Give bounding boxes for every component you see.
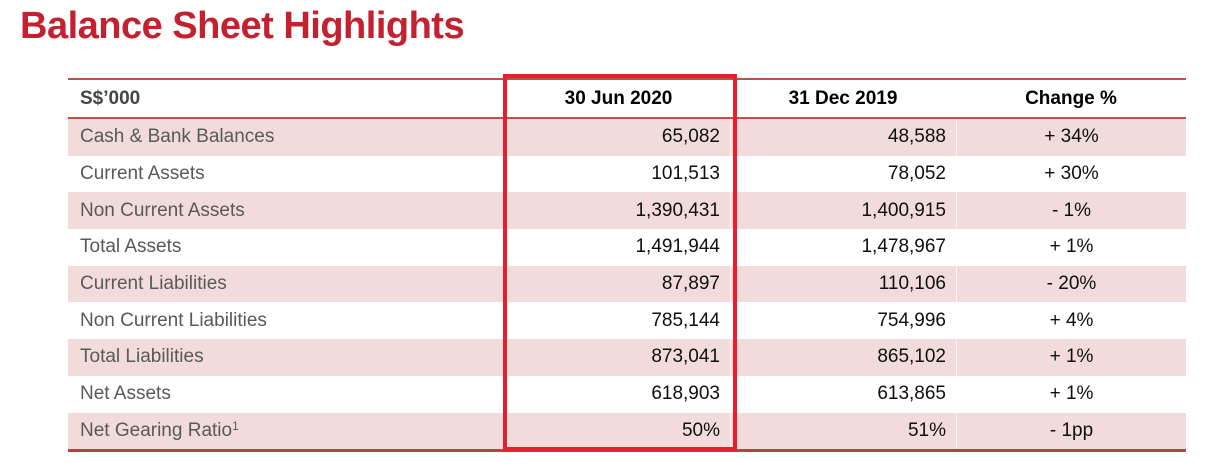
value-prior-period: 110,106 [730,265,956,303]
value-current-period: 1,390,431 [507,192,730,230]
value-change-percent: + 1% [956,339,1186,376]
unit-header-cell: S$’000 [80,87,141,109]
row-label: Net Assets [80,383,171,405]
value-change-percent: + 4% [956,302,1186,340]
table-row: Cash & Bank Balances 65,082 48,588 + 34% [68,119,1186,156]
value-current-period: 1,491,944 [507,229,730,266]
value-prior-period: 78,052 [730,155,956,193]
table-row: Current Liabilities 87,897 110,106- 20% [68,265,1186,303]
value-current-period: 65,082 [507,119,730,156]
column-header-prior-period: 31 Dec 2019 [788,87,898,109]
balance-sheet-table: S$’000 30 Jun 2020 31 Dec 2019 Change % … [68,74,1186,453]
value-prior-period: 1,478,967 [730,229,956,266]
value-prior-period: 1,400,915 [730,192,956,230]
value-prior-period: 613,865 [730,375,956,413]
table-header-row: S$’000 30 Jun 2020 31 Dec 2019 Change % [68,78,1186,119]
value-current-period: 50% [507,412,730,450]
row-label: Total Liabilities [80,346,204,368]
table-row: Total Liabilities 873,041 865,102 + 1% [68,339,1186,376]
value-change-percent: - 1pp [956,412,1186,450]
column-header-change: Change % [1025,87,1117,109]
table-row: Total Assets 1,491,944 1,478,967 + 1% [68,229,1186,266]
table-row: Non Current Liabilities 785,144 754,996 + 4… [68,302,1186,340]
table-row: Current Assets 101,513 78,052 + 30% [68,155,1186,193]
value-change-percent: + 1% [956,375,1186,413]
value-current-period: 873,041 [507,339,730,376]
row-label: Total Assets [80,236,182,258]
row-label: Non Current Assets [80,199,245,221]
value-prior-period: 48,588 [730,119,956,156]
table-row: Net Gearing Ratio 1 50% 51% - 1pp [68,412,1186,450]
table-body: Cash & Bank Balances 65,082 48,588 + 34% Cur… [68,119,1186,453]
value-current-period: 618,903 [507,375,730,413]
value-prior-period: 865,102 [730,339,956,376]
table-row: Net Assets 618,903 613,865 + 1% [68,375,1186,413]
row-label: Non Current Liabilities [80,309,267,331]
value-current-period: 87,897 [507,265,730,303]
value-change-percent: - 1% [956,192,1186,230]
value-current-period: 101,513 [507,155,730,193]
row-label: Current Liabilities [80,273,227,295]
row-label: Net Gearing Ratio 1 [80,418,239,441]
column-header-current-period: 30 Jun 2020 [564,87,673,109]
value-change-percent: - 20% [956,265,1186,303]
value-prior-period: 51% [730,412,956,450]
value-change-percent: + 34% [956,119,1186,156]
table-row: Non Current Assets 1,390,431 1,400,915- 1% [68,192,1186,230]
value-prior-period: 754,996 [730,302,956,340]
value-current-period: 785,144 [507,302,730,340]
value-change-percent: + 1% [956,229,1186,266]
page-title: Balance Sheet Highlights [20,5,465,47]
value-change-percent: + 30% [956,155,1186,193]
row-label: Cash & Bank Balances [80,126,275,148]
row-label: Current Assets [80,163,205,185]
